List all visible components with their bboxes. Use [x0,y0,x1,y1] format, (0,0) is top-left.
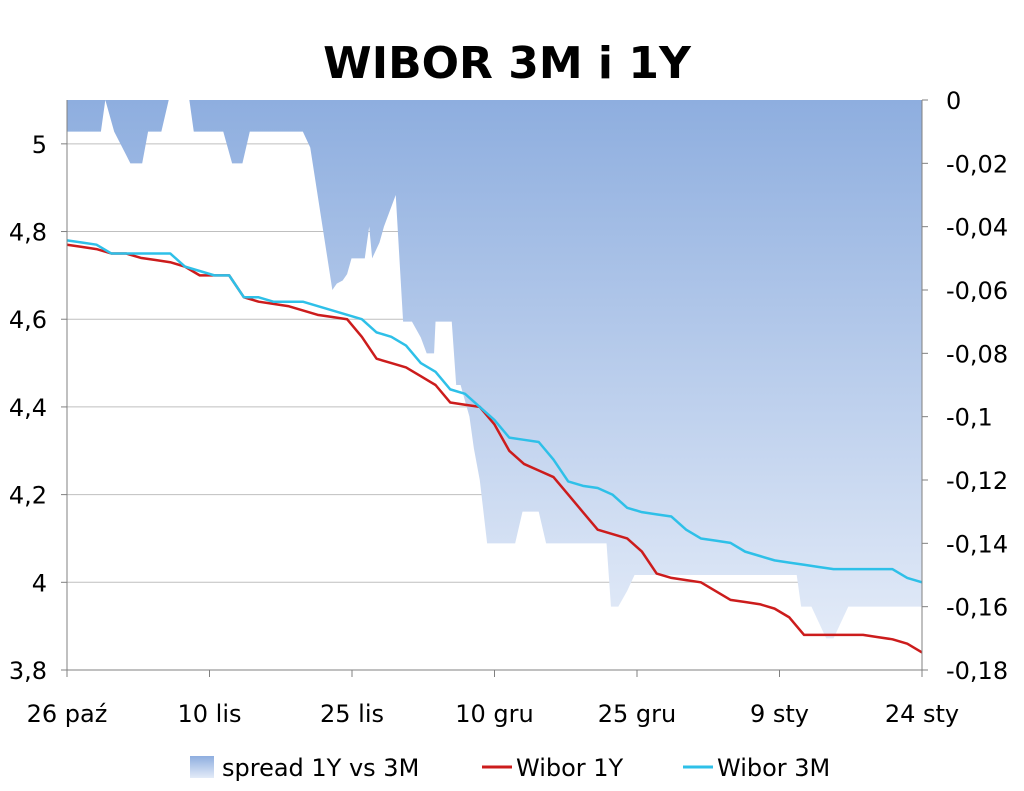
series-lines [67,239,922,654]
y-right-tick-label: -0,02 [946,150,1008,178]
x-tick-label: 26 paź [27,700,108,728]
y-left-tick-label: 4,2 [9,482,47,510]
y-right-tick-label: -0,14 [946,530,1008,558]
legend-label-spread: spread 1Y vs 3M [222,754,419,782]
y-right-tick-label: -0,18 [946,657,1008,685]
y-right-tick-label: 0 [946,87,961,115]
x-tick-label: 10 gru [455,700,533,728]
x-tick-label: 25 lis [320,700,384,728]
legend-label-wibor-3m: Wibor 3M [717,754,830,782]
wibor-1y-line [67,243,922,654]
x-tick-label: 9 sty [750,700,809,728]
y-left-tick-label: 3,8 [9,657,47,685]
axes [61,99,928,677]
y-right-tick-label: -0,08 [946,340,1008,368]
legend: spread 1Y vs 3M Wibor 1Y Wibor 3M [190,754,830,782]
spread-area [67,100,922,639]
spread-area-layer [67,100,922,639]
legend-swatch-spread [190,756,214,778]
y-right-tick-label: -0,04 [946,214,1008,242]
y-right-tick-label: -0,1 [946,404,993,432]
y-left-tick-label: 4,6 [9,306,47,334]
y-left-tick-label: 5 [32,131,47,159]
x-tick-label: 10 lis [177,700,241,728]
y-right-tick-label: -0,06 [946,277,1008,305]
y-left-tick-label: 4 [32,569,47,597]
y-right-tick-label: -0,16 [946,594,1008,622]
x-tick-label: 25 gru [598,700,676,728]
wibor-3m-line [67,239,922,584]
y-left-tick-label: 4,8 [9,219,47,247]
x-tick-label: 24 sty [885,700,959,728]
y-left-tick-label: 4,4 [9,394,47,422]
tick-labels: 3,8 4 4,2 4,4 4,6 4,8 5 -0,18 -0,16 -0,14 -0,12 -0,… [9,87,1008,728]
legend-label-wibor-1y: Wibor 1Y [516,754,624,782]
y-right-tick-label: -0,12 [946,467,1008,495]
chart-title: WIBOR 3M i 1Y [323,38,692,89]
